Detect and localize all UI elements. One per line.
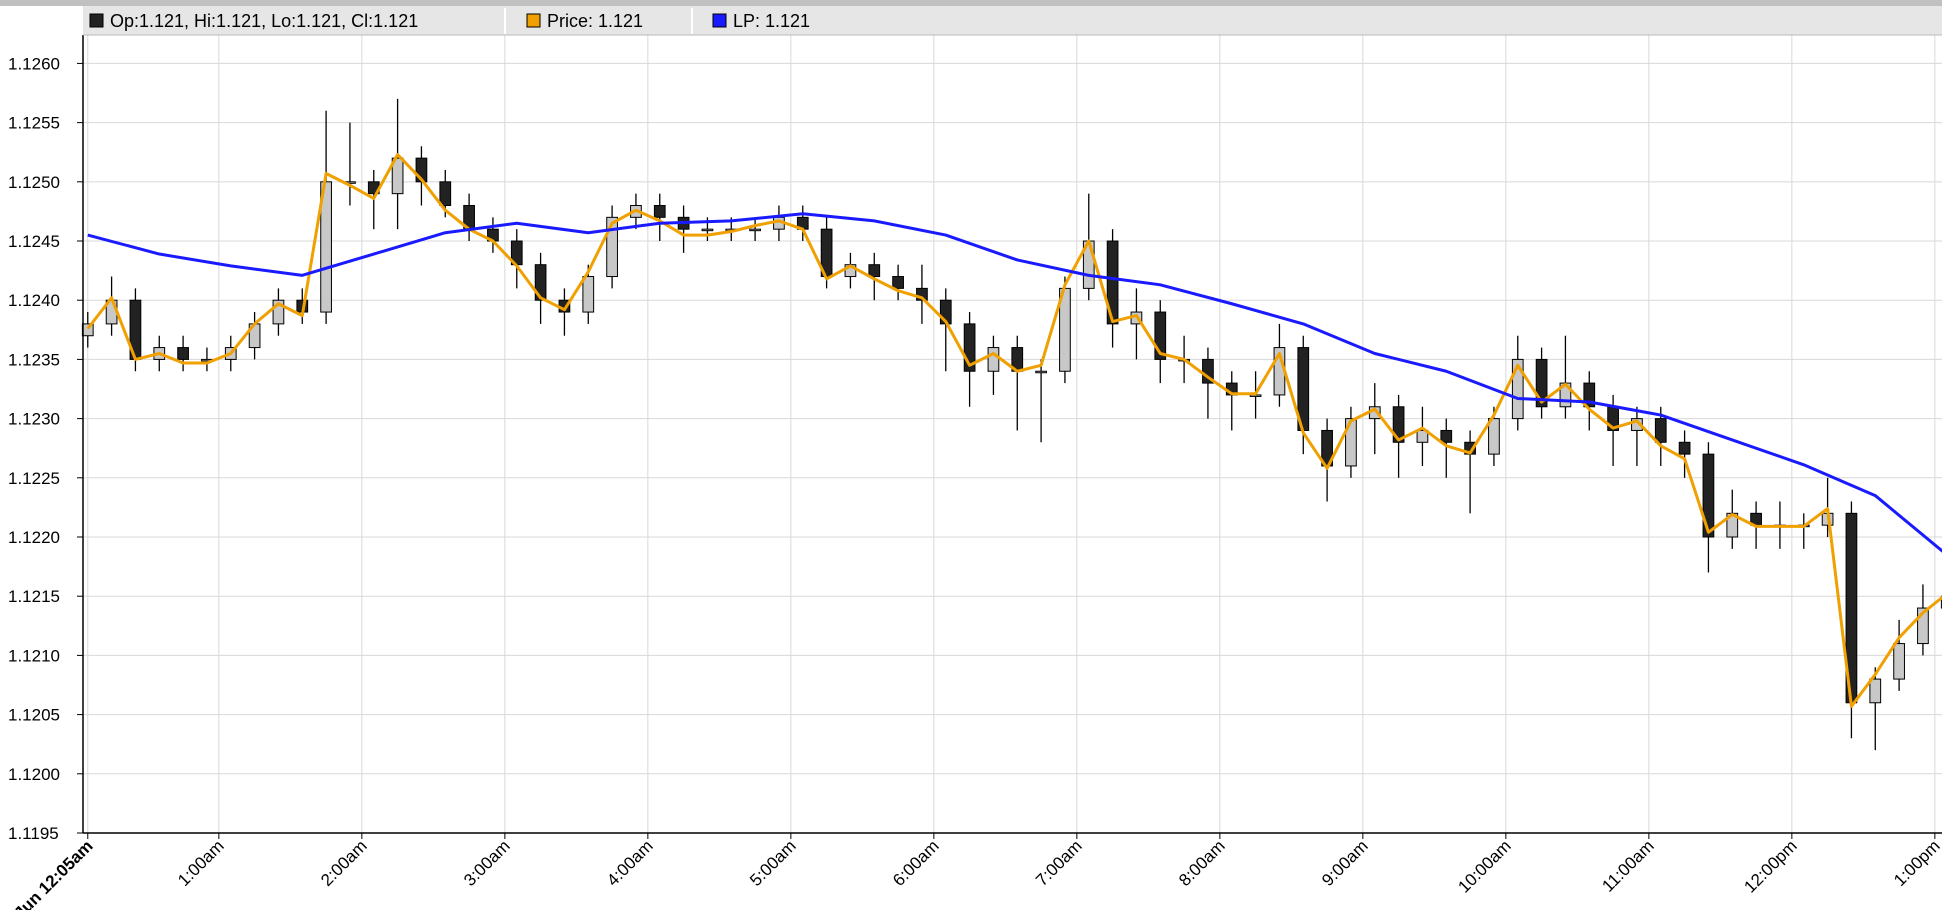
candle-body	[653, 204, 666, 218]
candle-body	[1392, 406, 1405, 443]
y-tick-label: 1.1215	[8, 587, 60, 606]
legend-label: LP: 1.121	[733, 11, 810, 31]
candle-body	[391, 157, 404, 195]
y-tick-label: 1.1245	[8, 232, 60, 251]
candle-body	[1106, 240, 1119, 325]
y-tick-label: 1.1250	[8, 173, 60, 192]
candle-body	[987, 347, 1000, 372]
candle-body	[439, 181, 452, 206]
candle-body	[1202, 358, 1214, 384]
candle-body	[582, 276, 595, 313]
legend-label: Op:1.121, Hi:1.121, Lo:1.121, Cl:1.121	[110, 11, 418, 31]
candle-body	[963, 323, 976, 372]
candle-body	[1345, 418, 1357, 467]
top-border	[0, 0, 1942, 6]
candle-body	[701, 228, 714, 232]
legend-swatch	[712, 13, 727, 28]
candle-body	[1583, 382, 1596, 408]
candle-body	[892, 276, 904, 289]
candle-body	[868, 264, 881, 278]
candle-body	[916, 287, 928, 301]
candle-body	[1893, 643, 1905, 680]
candle-body	[749, 228, 761, 232]
legend-swatch	[526, 13, 541, 28]
candle-body	[177, 347, 189, 360]
candle-body	[1535, 358, 1548, 408]
candle-body	[1917, 607, 1929, 645]
y-tick-label: 1.1255	[8, 114, 60, 133]
candle-body	[272, 299, 285, 325]
series-line	[86, 153, 1942, 708]
y-tick-label: 1.1220	[8, 528, 60, 547]
candle-body	[1511, 358, 1524, 420]
y-tick-label: 1.1205	[8, 706, 60, 725]
candle-body	[1154, 311, 1167, 360]
y-tick-label: 1.1260	[8, 54, 60, 73]
candle-body	[1702, 453, 1715, 538]
series-line	[87, 212, 1942, 553]
candle-body	[1678, 441, 1691, 455]
candle-body	[1869, 678, 1882, 704]
y-tick-label: 1.1235	[8, 350, 60, 369]
candle-body	[1035, 370, 1047, 374]
legend-label: Price: 1.121	[547, 11, 643, 31]
candle-body	[1440, 429, 1453, 443]
candle-body	[606, 216, 618, 278]
candle-body	[1416, 429, 1429, 443]
legend-swatch	[89, 13, 104, 28]
candle-body	[1488, 418, 1500, 455]
y-tick-label: 1.1225	[8, 469, 60, 488]
y-tick-label: 1.1195	[8, 824, 59, 843]
y-tick-label: 1.1210	[8, 646, 60, 665]
legend-bar	[83, 6, 1942, 35]
candle-body	[534, 264, 547, 301]
candle-body	[1654, 418, 1667, 443]
y-tick-label: 1.1230	[8, 410, 60, 429]
y-tick-label: 1.1200	[8, 765, 60, 784]
y-tick-label: 1.1240	[8, 291, 60, 310]
